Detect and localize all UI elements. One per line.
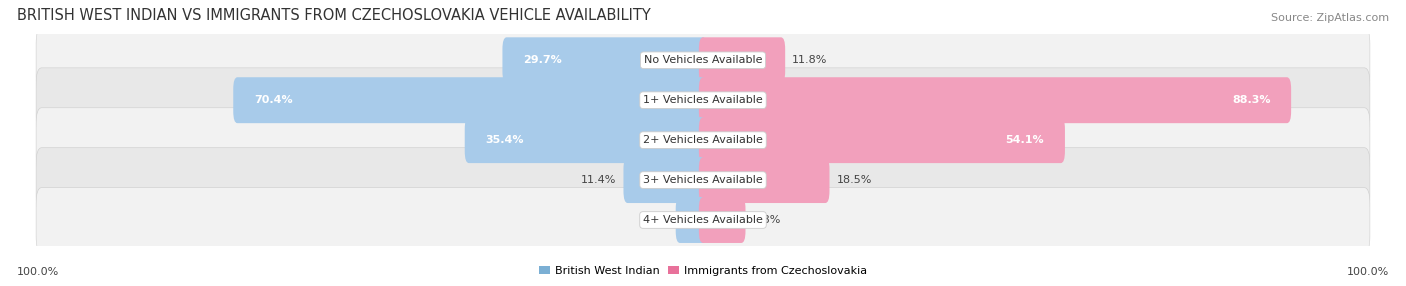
Text: 54.1%: 54.1% xyxy=(1005,135,1045,145)
Legend: British West Indian, Immigrants from Czechoslovakia: British West Indian, Immigrants from Cze… xyxy=(534,261,872,281)
FancyBboxPatch shape xyxy=(465,117,707,163)
Text: 29.7%: 29.7% xyxy=(523,55,562,65)
Text: 35.4%: 35.4% xyxy=(485,135,524,145)
FancyBboxPatch shape xyxy=(37,108,1369,172)
FancyBboxPatch shape xyxy=(699,37,785,83)
Text: 11.8%: 11.8% xyxy=(792,55,828,65)
Text: 3+ Vehicles Available: 3+ Vehicles Available xyxy=(643,175,763,185)
Text: 18.5%: 18.5% xyxy=(837,175,872,185)
Text: 4+ Vehicles Available: 4+ Vehicles Available xyxy=(643,215,763,225)
Text: 3.5%: 3.5% xyxy=(641,215,669,225)
FancyBboxPatch shape xyxy=(699,77,1291,123)
Text: 11.4%: 11.4% xyxy=(581,175,617,185)
FancyBboxPatch shape xyxy=(676,197,707,243)
FancyBboxPatch shape xyxy=(233,77,707,123)
FancyBboxPatch shape xyxy=(699,197,745,243)
FancyBboxPatch shape xyxy=(699,157,830,203)
Text: No Vehicles Available: No Vehicles Available xyxy=(644,55,762,65)
FancyBboxPatch shape xyxy=(502,37,707,83)
Text: 1+ Vehicles Available: 1+ Vehicles Available xyxy=(643,95,763,105)
FancyBboxPatch shape xyxy=(699,117,1064,163)
Text: Source: ZipAtlas.com: Source: ZipAtlas.com xyxy=(1271,13,1389,23)
Text: 2+ Vehicles Available: 2+ Vehicles Available xyxy=(643,135,763,145)
FancyBboxPatch shape xyxy=(37,188,1369,252)
FancyBboxPatch shape xyxy=(37,28,1369,93)
FancyBboxPatch shape xyxy=(623,157,707,203)
FancyBboxPatch shape xyxy=(37,68,1369,132)
FancyBboxPatch shape xyxy=(37,148,1369,212)
Text: BRITISH WEST INDIAN VS IMMIGRANTS FROM CZECHOSLOVAKIA VEHICLE AVAILABILITY: BRITISH WEST INDIAN VS IMMIGRANTS FROM C… xyxy=(17,8,651,23)
Text: 100.0%: 100.0% xyxy=(1347,267,1389,277)
Text: 5.8%: 5.8% xyxy=(752,215,780,225)
Text: 88.3%: 88.3% xyxy=(1232,95,1271,105)
Text: 70.4%: 70.4% xyxy=(254,95,292,105)
Text: 100.0%: 100.0% xyxy=(17,267,59,277)
